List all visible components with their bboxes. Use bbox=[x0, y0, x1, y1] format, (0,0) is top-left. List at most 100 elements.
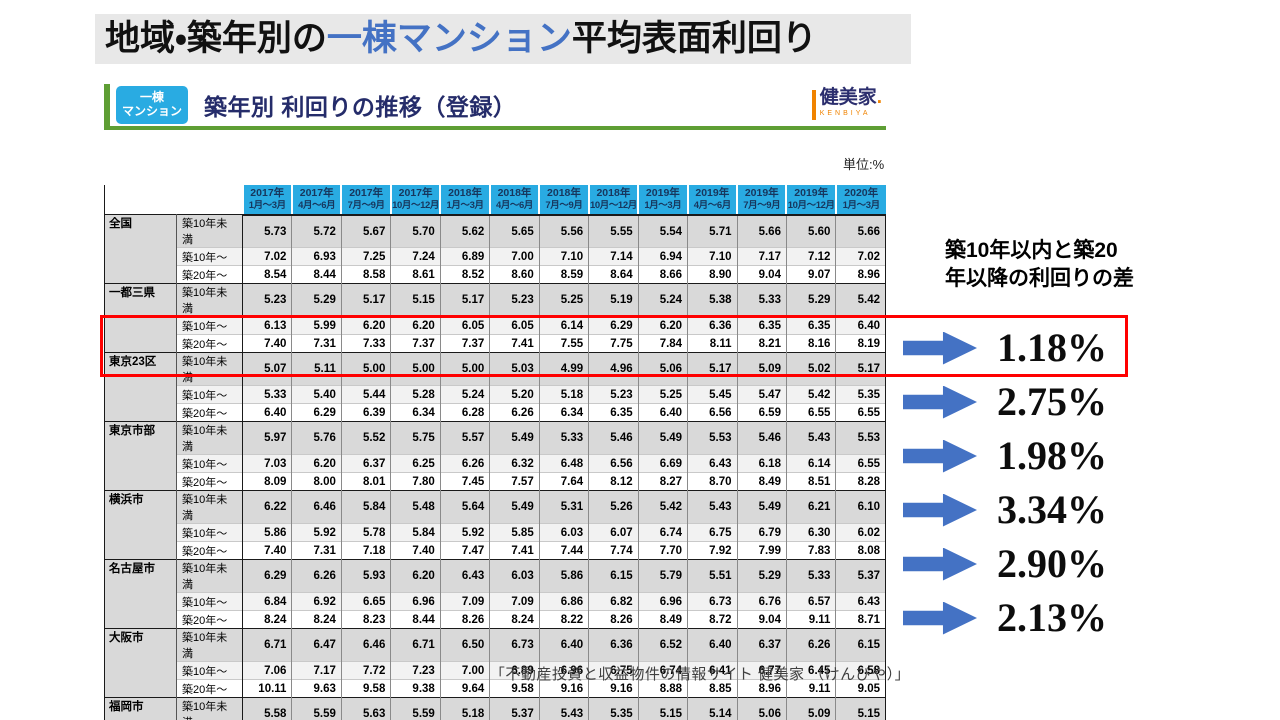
value-cell: 5.42 bbox=[786, 385, 837, 404]
value-cell: 6.71 bbox=[242, 628, 293, 662]
column-header: 2018年 4月～6月 bbox=[488, 185, 540, 216]
badge-line1: 一棟 bbox=[139, 90, 164, 105]
value-cell: 5.67 bbox=[341, 214, 392, 248]
value-cell: 8.24 bbox=[291, 610, 342, 629]
value-cell: 5.19 bbox=[588, 283, 639, 317]
table-row: 築10年～ 7.03 6.20 6.37 6.25 6.26 6.32 6.48 6.56 6.6… bbox=[105, 454, 886, 473]
value-cell: 6.34 bbox=[390, 403, 441, 422]
page-title: 地域・築年別の一棟マンション平均表面利回り bbox=[95, 14, 911, 64]
value-cell: 5.63 bbox=[341, 697, 392, 720]
value-cell: 6.28 bbox=[440, 403, 491, 422]
value-cell: 5.85 bbox=[489, 523, 540, 542]
value-cell: 5.58 bbox=[242, 697, 293, 720]
value-cell: 5.92 bbox=[440, 523, 491, 542]
region-cell: 一都三県 bbox=[104, 283, 177, 353]
value-cell: 6.74 bbox=[638, 661, 689, 680]
value-cell: 6.35 bbox=[588, 403, 639, 422]
value-cell: 8.00 bbox=[291, 472, 342, 491]
value-cell: 6.73 bbox=[489, 628, 540, 662]
value-cell: 7.83 bbox=[786, 541, 837, 560]
value-cell: 5.17 bbox=[341, 283, 392, 317]
value-cell: 5.24 bbox=[638, 283, 689, 317]
value-cell: 5.40 bbox=[291, 385, 342, 404]
value-cell: 6.02 bbox=[835, 523, 886, 542]
value-cell: 7.02 bbox=[242, 247, 293, 266]
value-cell: 5.17 bbox=[835, 352, 886, 386]
region-cell: 大阪市 bbox=[104, 628, 177, 698]
value-cell: 5.79 bbox=[638, 559, 689, 593]
age-cell: 築20年～ bbox=[176, 265, 243, 284]
value-cell: 7.47 bbox=[440, 541, 491, 560]
value-cell: 6.25 bbox=[390, 454, 441, 473]
region-cell: 名古屋市 bbox=[104, 559, 177, 629]
diff-value: 2.90% bbox=[997, 541, 1107, 586]
diff-row: 3.34% bbox=[903, 488, 1107, 532]
value-cell: 9.63 bbox=[291, 679, 342, 698]
table-row: 築20年～ 8.54 8.44 8.58 8.61 8.52 8.60 8.59 8.64 8.6… bbox=[105, 265, 886, 284]
diff-label-line2: 年以降の利回りの差 bbox=[945, 266, 1134, 290]
value-cell: 5.15 bbox=[638, 697, 689, 720]
logo-bar-icon bbox=[811, 90, 816, 120]
age-cell: 築20年～ bbox=[176, 472, 243, 491]
value-cell: 9.04 bbox=[737, 610, 787, 629]
age-cell: 築10年未満 bbox=[176, 628, 243, 662]
value-cell: 5.42 bbox=[835, 283, 886, 317]
value-cell: 8.09 bbox=[242, 472, 293, 491]
value-cell: 6.65 bbox=[341, 592, 392, 611]
value-cell: 5.46 bbox=[737, 421, 787, 455]
value-cell: 5.86 bbox=[242, 523, 293, 542]
value-cell: 6.20 bbox=[341, 316, 392, 335]
value-cell: 7.31 bbox=[291, 334, 342, 353]
region-cell: 福岡市 bbox=[104, 697, 177, 720]
value-cell: 6.55 bbox=[786, 403, 837, 422]
table-row: 築10年～ 6.84 6.92 6.65 6.96 7.09 7.09 6.86 6.82 6.9… bbox=[105, 592, 886, 611]
value-cell: 8.58 bbox=[341, 265, 392, 284]
value-cell: 6.14 bbox=[539, 316, 590, 335]
table-row: 東京23区 築10年未満 5.07 5.11 5.00 5.00 5.00 5.03 4.99 4… bbox=[104, 352, 886, 422]
value-cell: 8.88 bbox=[638, 679, 689, 698]
value-cell: 5.49 bbox=[489, 421, 540, 455]
value-cell: 5.29 bbox=[786, 283, 837, 317]
value-cell: 8.71 bbox=[835, 610, 886, 629]
value-cell: 7.41 bbox=[489, 334, 540, 353]
value-cell: 6.40 bbox=[242, 403, 293, 422]
value-cell: 9.64 bbox=[440, 679, 491, 698]
value-cell: 5.29 bbox=[737, 559, 787, 593]
value-cell: 6.03 bbox=[489, 559, 540, 593]
age-cell: 築10年～ bbox=[176, 385, 243, 404]
value-cell: 6.79 bbox=[737, 523, 787, 542]
value-cell: 7.10 bbox=[687, 247, 738, 266]
value-cell: 5.66 bbox=[737, 214, 787, 248]
value-cell: 5.75 bbox=[390, 421, 441, 455]
value-cell: 7.40 bbox=[242, 334, 293, 353]
value-cell: 7.64 bbox=[539, 472, 590, 491]
table-row: 福岡市築10年未満5.585.595.635.595.185.375.435.3… bbox=[104, 697, 886, 720]
kenbiya-logo: 健美家. KENBIYA bbox=[811, 87, 882, 120]
column-header: 2018年 7月～9月 bbox=[538, 185, 589, 216]
value-cell: 5.47 bbox=[737, 385, 787, 404]
diff-value: 2.13% bbox=[997, 595, 1107, 640]
value-cell: 7.74 bbox=[588, 541, 639, 560]
value-cell: 7.44 bbox=[539, 541, 590, 560]
value-cell: 8.70 bbox=[687, 472, 738, 491]
value-cell: 5.78 bbox=[341, 523, 392, 542]
value-cell: 5.43 bbox=[687, 490, 738, 524]
value-cell: 6.56 bbox=[687, 403, 738, 422]
diff-value: 2.75% bbox=[997, 379, 1107, 424]
value-cell: 5.33 bbox=[786, 559, 837, 593]
value-cell: 7.12 bbox=[786, 247, 837, 266]
value-cell: 5.49 bbox=[489, 490, 540, 524]
value-cell: 5.65 bbox=[489, 214, 540, 248]
title-prefix: 地域・築年別の bbox=[105, 19, 327, 58]
value-cell: 6.96 bbox=[539, 661, 590, 680]
value-cell: 4.96 bbox=[588, 352, 639, 386]
table-row: 名古屋市 築10年未満 6.29 6.26 5.93 6.20 6.43 6.03 5.86 6.… bbox=[104, 559, 886, 629]
value-cell: 5.00 bbox=[341, 352, 392, 386]
value-cell: 5.00 bbox=[440, 352, 491, 386]
value-cell: 5.03 bbox=[489, 352, 540, 386]
value-cell: 7.57 bbox=[489, 472, 540, 491]
value-cell: 6.48 bbox=[539, 454, 590, 473]
value-cell: 6.43 bbox=[687, 454, 738, 473]
right-arrow-icon bbox=[903, 385, 977, 419]
